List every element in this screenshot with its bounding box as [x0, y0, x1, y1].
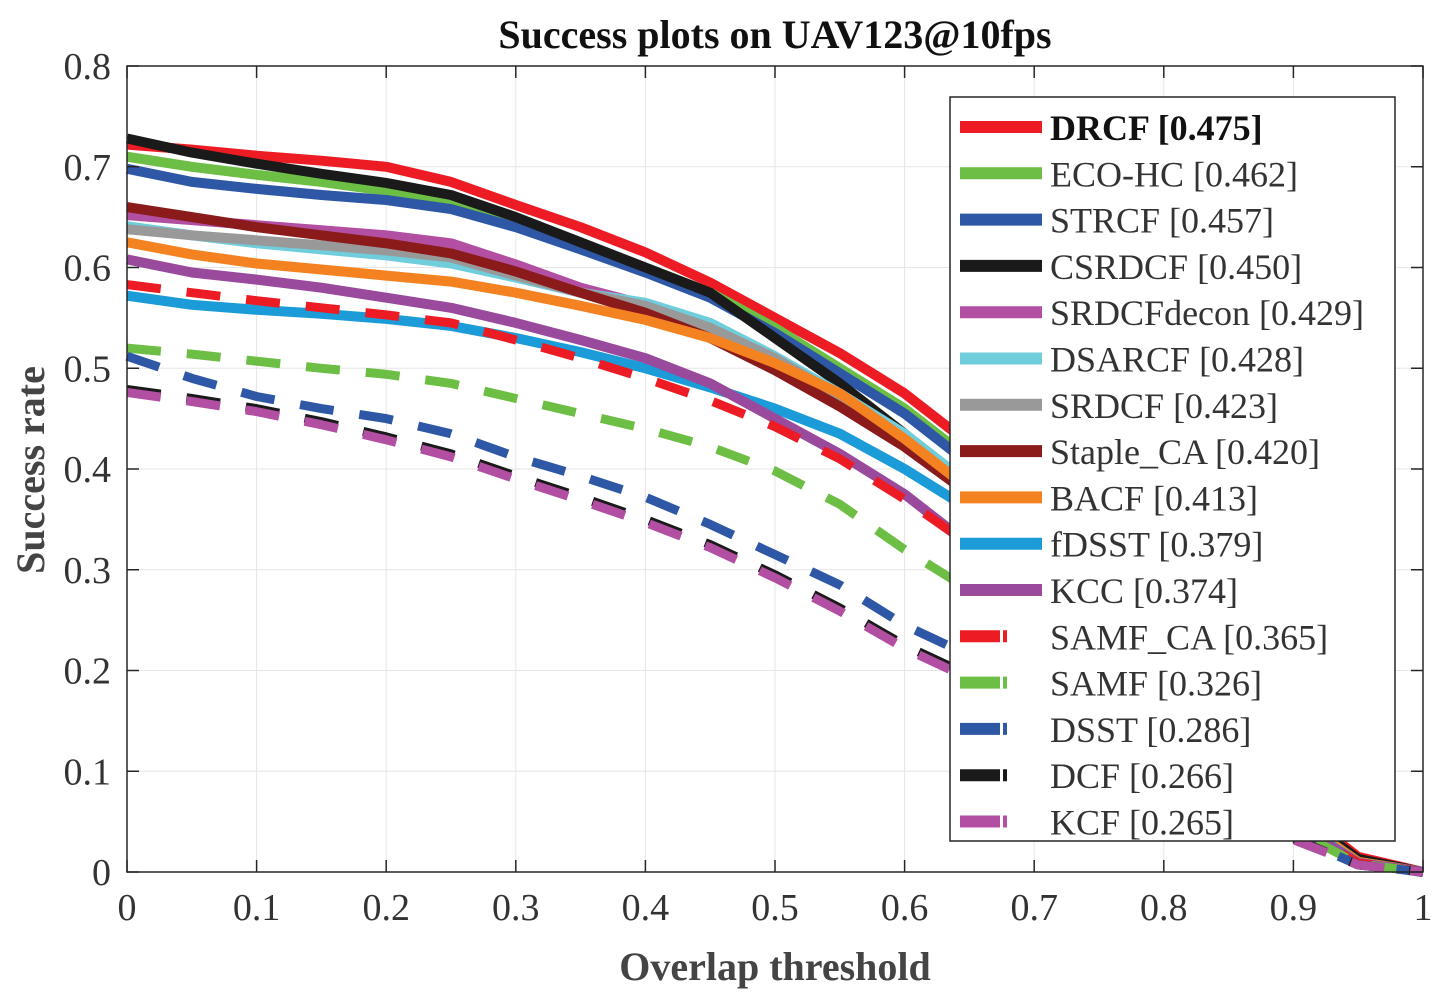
- tick-labels: 0 0.1 0.2 0.3 0.4 0.5 0.6 0.7 0.8 0.9 1 0 0.1 0.2 0.3 0…: [64, 46, 1433, 929]
- legend-entry-label: CSRDCF [0.450]: [1050, 247, 1302, 287]
- x-axis-label: Overlap threshold: [619, 944, 931, 989]
- legend-entry-label: DCF [0.266]: [1050, 756, 1234, 796]
- y-tick-label: 0.3: [64, 550, 112, 592]
- legend-entry-label: SAMF [0.326]: [1050, 664, 1262, 704]
- legend-entry-label: fDSST [0.379]: [1050, 525, 1263, 565]
- x-tick-label: 0.1: [233, 887, 281, 929]
- y-tick-label: 0.6: [64, 248, 112, 290]
- legend-entry-label: ECO-HC [0.462]: [1050, 154, 1298, 194]
- y-tick-label: 0.7: [64, 147, 112, 189]
- y-tick-label: 0.4: [64, 449, 112, 491]
- x-tick-label: 0.3: [492, 887, 540, 929]
- legend-entry-label: DRCF [0.475]: [1050, 108, 1263, 148]
- y-tick-label: 0: [92, 852, 111, 894]
- x-tick-label: 1: [1414, 887, 1433, 929]
- x-tick-label: 0.4: [622, 887, 670, 929]
- x-tick-label: 0.5: [751, 887, 799, 929]
- y-tick-label: 0.1: [64, 751, 112, 793]
- y-axis-label: Success rate: [8, 366, 53, 574]
- plot-axes: [126, 65, 1424, 873]
- series-line: [126, 343, 1424, 877]
- legend: DRCF [0.475] ECO-HC [0.462] STRCF [0.457] C…: [949, 96, 1396, 843]
- legend-entry-label: SRDCFdecon [0.429]: [1050, 293, 1364, 333]
- y-tick-label: 0.2: [64, 651, 112, 693]
- x-tick-label: 0.2: [362, 887, 410, 929]
- legend-entry-label: BACF [0.413]: [1050, 478, 1258, 518]
- legend-entry-label: KCC [0.374]: [1050, 571, 1238, 611]
- y-tick-label: 0.5: [64, 348, 112, 390]
- legend-entry-label: STRCF [0.457]: [1050, 201, 1274, 241]
- x-tick-label: 0.8: [1140, 887, 1188, 929]
- legend-entry-label: DSST [0.286]: [1050, 710, 1251, 750]
- legend-entry-label: Staple_CA [0.420]: [1050, 432, 1320, 472]
- legend-entry-label: SRDCF [0.423]: [1050, 386, 1278, 426]
- legend-entry-label: KCF [0.265]: [1050, 803, 1234, 843]
- x-tick-label: 0.7: [1010, 887, 1058, 929]
- chart-title: Success plots on UAV123@10fps: [498, 12, 1051, 57]
- x-tick-label: 0.6: [881, 887, 929, 929]
- legend-entry-label: DSARCF [0.428]: [1050, 340, 1304, 380]
- legend-entry-label: SAMF_CA [0.365]: [1050, 617, 1328, 657]
- x-tick-label: 0: [118, 887, 137, 929]
- x-tick-label: 0.9: [1270, 887, 1318, 929]
- y-tick-label: 0.8: [64, 46, 112, 88]
